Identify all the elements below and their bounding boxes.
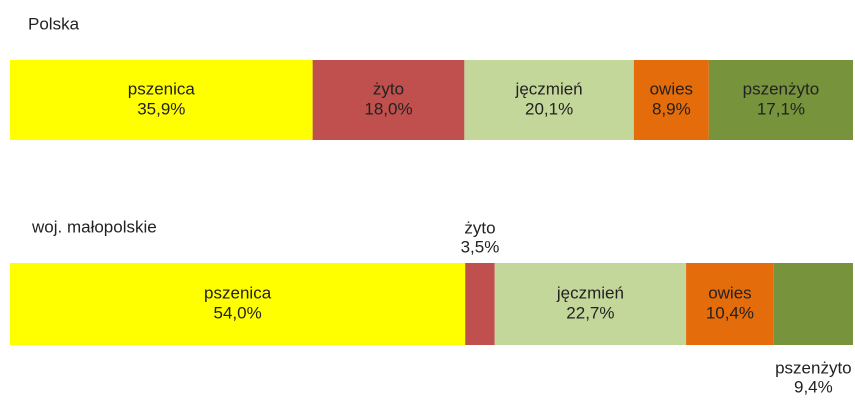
value-label: 9,4% — [794, 377, 833, 396]
segment-name: pszenżyto — [743, 79, 820, 98]
bar-segment — [633, 60, 709, 140]
segment-name: jęczmień — [515, 79, 583, 98]
value-label: 20,1% — [525, 99, 573, 118]
value-label: 10,4% — [706, 303, 754, 322]
bar-segment — [465, 263, 495, 345]
bar-segment — [312, 60, 465, 140]
category-label: woj. małopolskie — [31, 217, 157, 236]
bar-segment — [494, 263, 687, 345]
segment-name: pszenica — [128, 79, 196, 98]
bar-segment — [686, 263, 774, 345]
bar-segment — [708, 60, 853, 140]
segment-name: jęczmień — [556, 283, 624, 302]
value-label: 3,5% — [461, 237, 500, 256]
value-label: 18,0% — [364, 99, 412, 118]
bar-segment — [10, 263, 466, 345]
segment-name: pszenżyto — [775, 358, 852, 377]
segment-name: owies — [708, 283, 751, 302]
category-label: Polska — [28, 14, 80, 33]
segment-name: żyto — [373, 79, 404, 98]
bar-segment — [10, 60, 313, 140]
value-label: 22,7% — [566, 303, 614, 322]
segment-name: owies — [650, 79, 693, 98]
value-label: 8,9% — [652, 99, 691, 118]
value-label: 54,0% — [214, 303, 262, 322]
segment-name: pszenica — [204, 283, 272, 302]
segment-name: żyto — [464, 218, 495, 237]
bar-segment — [464, 60, 634, 140]
value-label: 35,9% — [137, 99, 185, 118]
value-label: 17,1% — [757, 99, 805, 118]
bar-segment — [773, 263, 853, 345]
